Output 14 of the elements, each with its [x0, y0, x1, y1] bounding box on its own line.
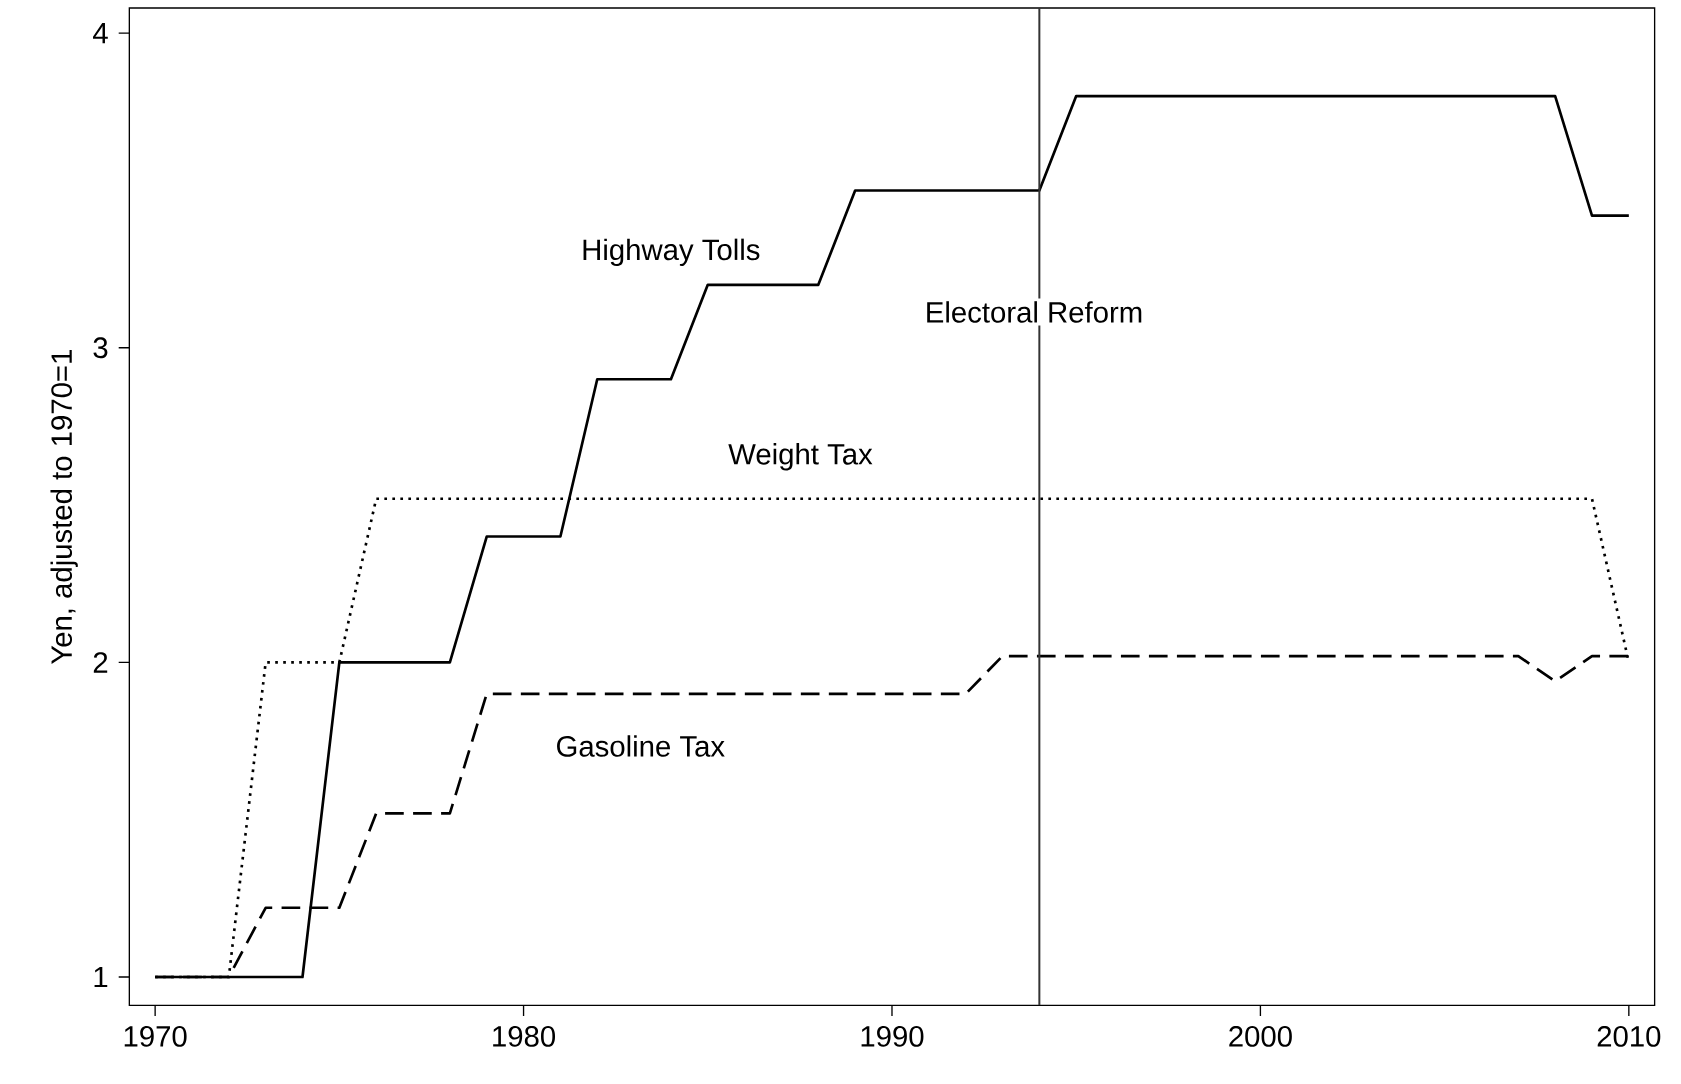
x-tick-label: 1980: [493, 1026, 556, 1047]
x-tick-label: 2010: [1597, 1026, 1661, 1047]
ref-line-label: Electoral Reform: [927, 301, 1142, 323]
y-tick-label: 3: [93, 337, 108, 359]
y-tick-label: 1: [94, 966, 108, 988]
y-tick-label: 2: [93, 652, 108, 673]
series-label: Weight Tax: [728, 443, 873, 471]
y-tick-label: 4: [93, 23, 108, 44]
x-tick-label: 2000: [1229, 1026, 1292, 1047]
x-tick-label: 1990: [861, 1026, 924, 1047]
x-tick-label: 1970: [124, 1026, 187, 1047]
y-axis-title: Yen, adjusted to 1970=1: [50, 350, 78, 665]
series-label: Highway Tolls: [583, 238, 760, 266]
series-label: Gasoline Tax: [557, 735, 725, 757]
